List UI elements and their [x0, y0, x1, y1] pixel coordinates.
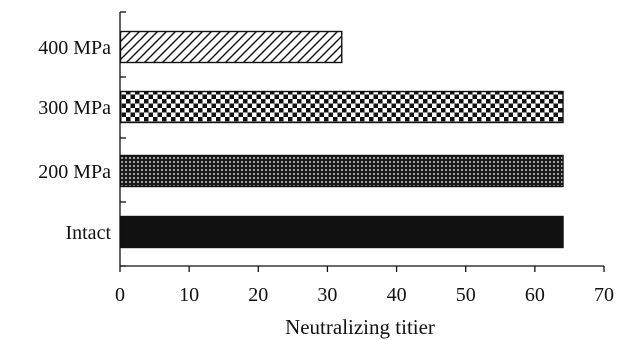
x-tick-label-0: 0: [115, 284, 125, 306]
x-tick-label-40: 40: [387, 284, 407, 306]
bar-200-mpa: [119, 154, 564, 188]
x-tick-label-20: 20: [248, 284, 268, 306]
bar-300-mpa: [119, 90, 564, 124]
axes-layer: 400 MPa 300 MPa 200 MPa Intact 0 10 20 30 40 50 60…: [38, 11, 614, 306]
x-tick-label-30: 30: [317, 284, 337, 306]
category-label-intact: Intact: [65, 222, 111, 244]
category-label-400-mpa: 400 MPa: [38, 37, 111, 59]
x-tick-label-10: 10: [179, 284, 199, 306]
category-label-300-mpa: 300 MPa: [38, 97, 111, 119]
x-tick-label-50: 50: [456, 284, 476, 306]
bars-layer: [119, 30, 564, 249]
bar-intact: [119, 215, 564, 249]
category-label-200-mpa: 200 MPa: [38, 161, 111, 183]
x-tick-label-60: 60: [525, 284, 545, 306]
bar-400-mpa: [119, 30, 343, 64]
x-tick-label-70: 70: [594, 284, 614, 306]
x-axis-title: Neutralizing titier: [285, 315, 435, 339]
